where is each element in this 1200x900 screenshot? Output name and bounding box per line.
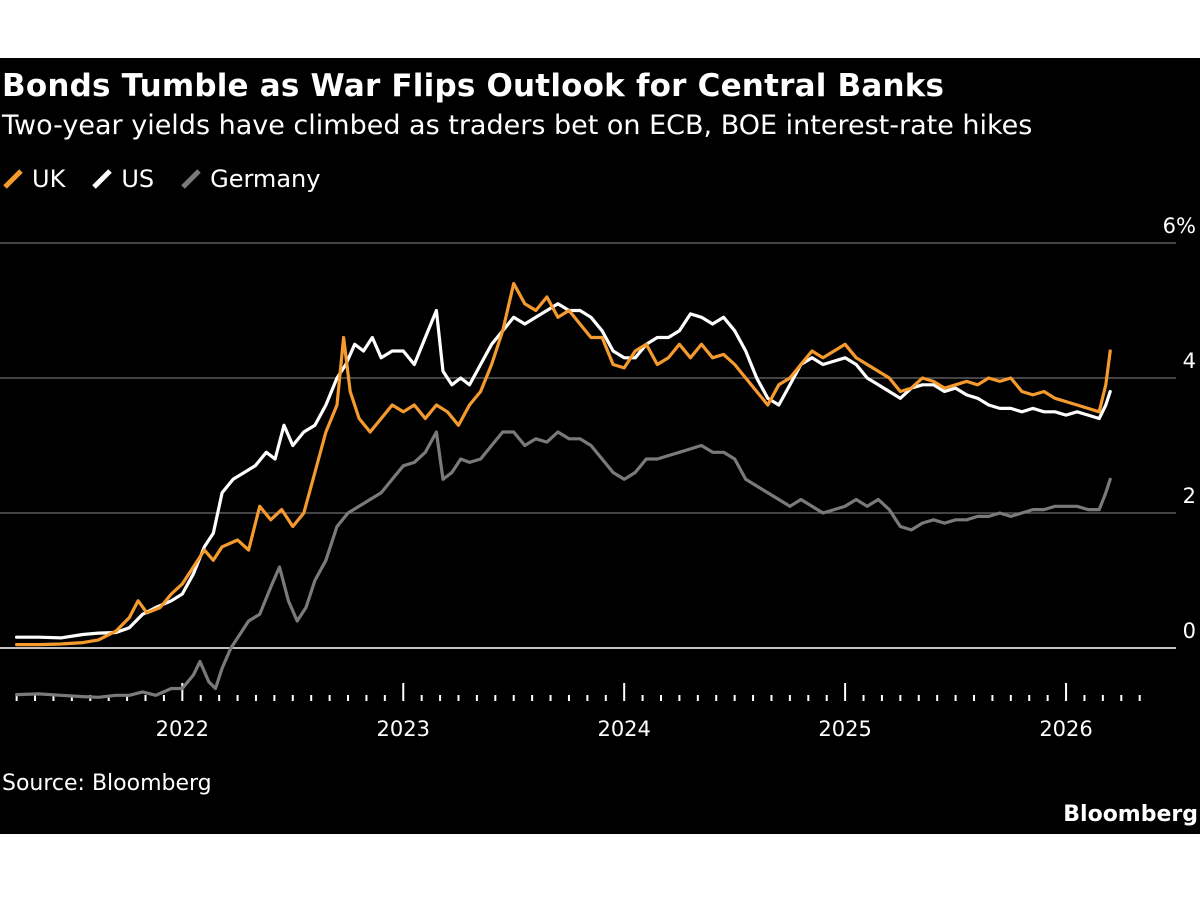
source-note: Source: Bloomberg [2, 771, 212, 796]
bloomberg-logo: Bloomberg [1063, 802, 1198, 827]
y-tick-label: 2 [1183, 484, 1196, 508]
y-tick-label: 0 [1183, 619, 1196, 643]
y-tick-label: 4 [1183, 349, 1196, 373]
x-tick-label: 2024 [597, 717, 650, 741]
legend-item-us: US [91, 165, 154, 193]
gridlines [0, 242, 1176, 649]
x-tick-label: 2026 [1039, 717, 1092, 741]
chart-subtitle: Two-year yields have climbed as traders … [2, 110, 1033, 141]
legend: UK US Germany [2, 164, 346, 194]
x-tick-label: 2023 [377, 717, 430, 741]
x-tick-label: 2022 [156, 717, 209, 741]
series-line-uk [15, 281, 1112, 647]
legend-swatch-uk [3, 169, 23, 189]
legend-label-germany: Germany [210, 165, 321, 193]
line-chart: 2022 2023 2024 2025 2026 6% 4 2 0 [0, 214, 1196, 741]
legend-item-uk: UK [2, 165, 65, 193]
legend-swatch-us [92, 169, 113, 189]
chart-title: Bonds Tumble as War Flips Outlook for Ce… [2, 68, 945, 104]
series-line-germany [15, 430, 1112, 699]
y-tick-label: 6% [1163, 214, 1196, 238]
legend-label-uk: UK [32, 165, 66, 193]
chart-panel: 2022 2023 2024 2025 2026 6% 4 2 0 Bonds Tumble … [0, 58, 1200, 834]
series-lines [15, 281, 1112, 699]
x-axis: 2022 2023 2024 2025 2026 [15, 683, 1141, 741]
legend-swatch-germany [181, 169, 201, 189]
series-line-us [15, 302, 1112, 640]
legend-label-us: US [121, 165, 155, 193]
y-axis-labels: 6% 4 2 0 [1163, 214, 1196, 643]
x-tick-label: 2025 [818, 717, 871, 741]
legend-item-germany: Germany [180, 165, 320, 193]
